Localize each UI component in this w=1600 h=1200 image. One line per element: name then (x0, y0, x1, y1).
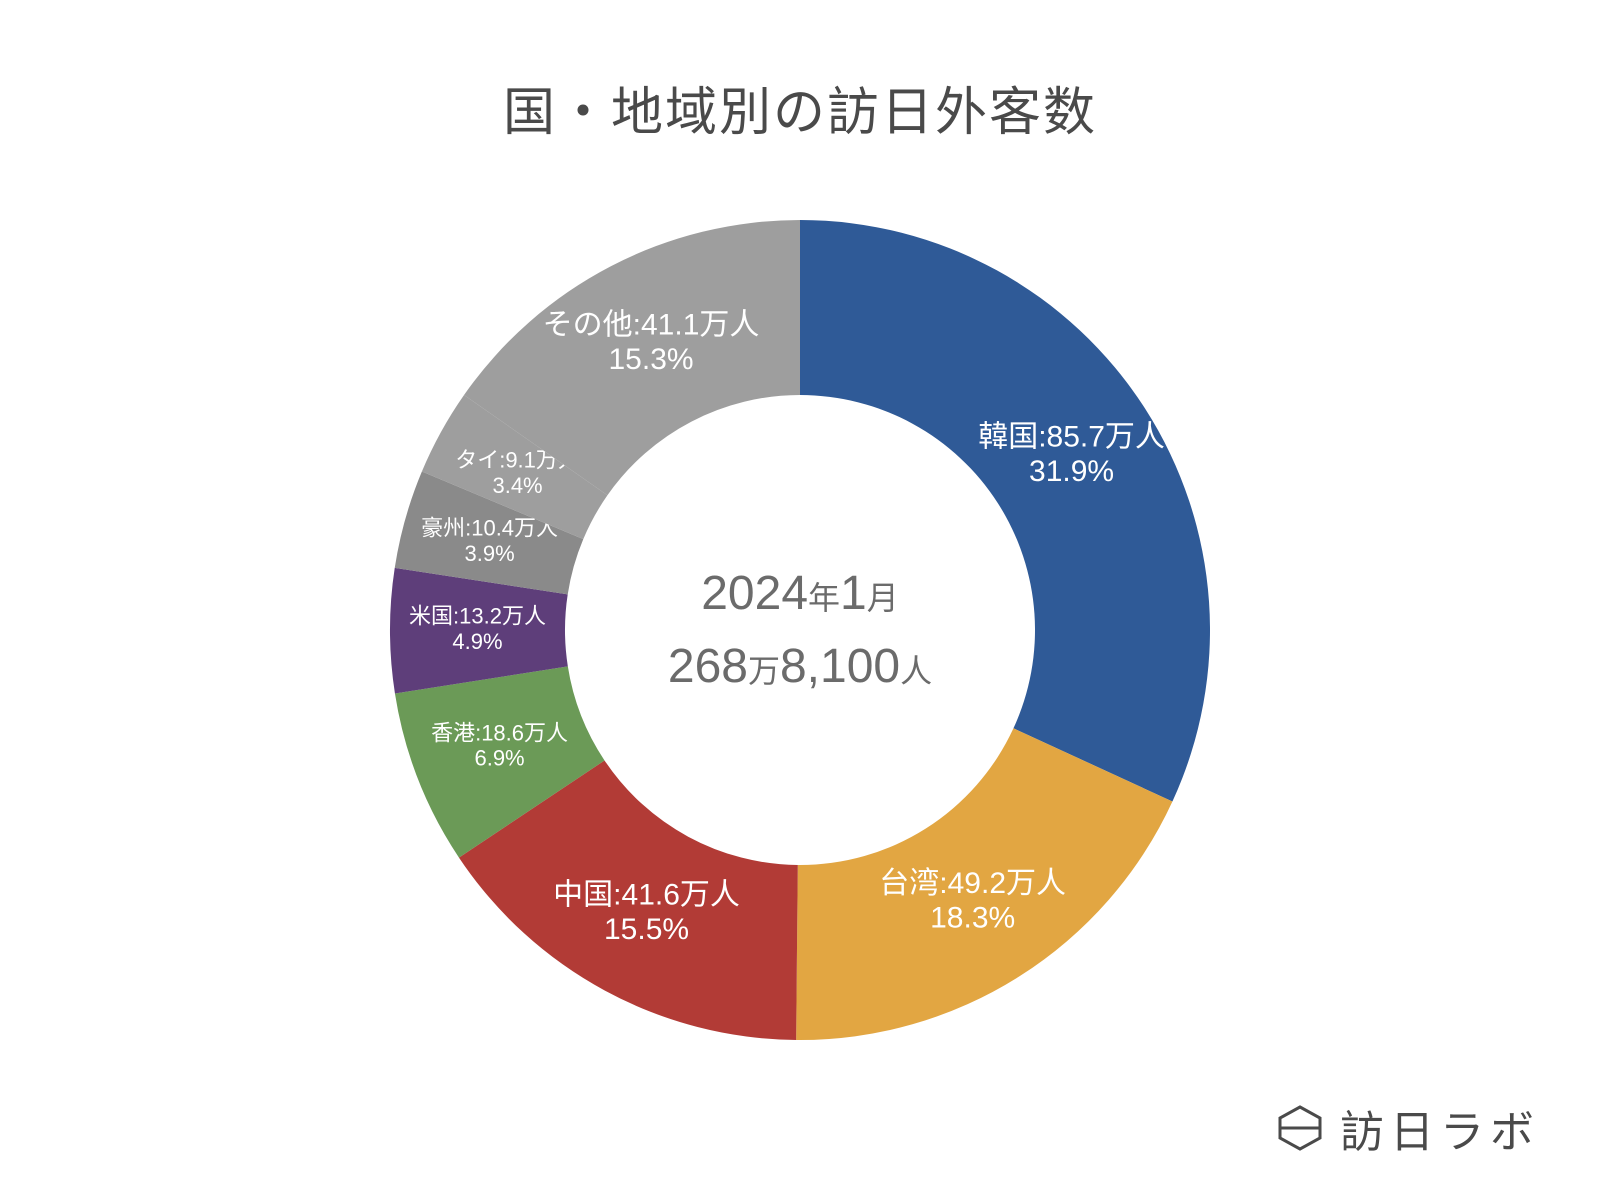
center-line-2: 268万8,100人 (668, 633, 932, 700)
slice-label-hongkong-bottom: 6.9% (474, 746, 524, 771)
center-year: 2024 (701, 567, 808, 620)
hexagon-icon (1276, 1104, 1324, 1152)
slice-label-china-top: 中国:41.6万人 (553, 878, 740, 911)
slice-label-taiwan-bottom: 18.3% (930, 902, 1015, 935)
slice-label-hongkong-top: 香港:18.6万人 (431, 720, 568, 745)
center-man-unit: 万 (748, 653, 780, 689)
slice-label-korea-top: 韓国:85.7万人 (978, 421, 1165, 454)
brand-text: 訪日ラボ (1340, 1096, 1540, 1160)
center-month: 1 (840, 567, 867, 620)
donut-chart: 韓国:85.7万人31.9%台湾:49.2万人18.3%中国:41.6万人15.… (360, 190, 1240, 1070)
slice-label-china-bottom: 15.5% (604, 913, 689, 946)
slice-label-other-top: その他:41.1万人 (543, 309, 760, 342)
center-line-1: 2024年1月 (668, 560, 932, 627)
page: 国・地域別の訪日外客数 韓国:85.7万人31.9% 台湾:49.2万人18.3%… (0, 0, 1600, 1200)
slice-label-usa-bottom: 4.9% (452, 629, 502, 654)
slice-korea (800, 220, 1210, 801)
center-total-b: 8,100 (780, 640, 900, 693)
chart-title: 国・地域別の訪日外客数 (0, 70, 1600, 145)
slice-label-usa-top: 米国:13.2万人 (409, 604, 546, 629)
slice-label-korea-bottom: 31.9% (1029, 455, 1114, 488)
brand-logo: 訪日ラボ (1276, 1096, 1540, 1160)
center-label: 2024年1月 268万8,100人 (668, 560, 932, 700)
center-total-a: 268 (668, 640, 748, 693)
slice-label-thailand-bottom: 3.4% (492, 473, 542, 498)
slice-label-other-bottom: 15.3% (608, 343, 693, 376)
center-year-unit: 年 (808, 580, 840, 616)
center-month-unit: 月 (867, 580, 899, 616)
center-person-unit: 人 (900, 653, 932, 689)
slice-label-australia-bottom: 3.9% (465, 541, 515, 566)
slice-label-taiwan-top: 台湾:49.2万人 (879, 867, 1066, 900)
